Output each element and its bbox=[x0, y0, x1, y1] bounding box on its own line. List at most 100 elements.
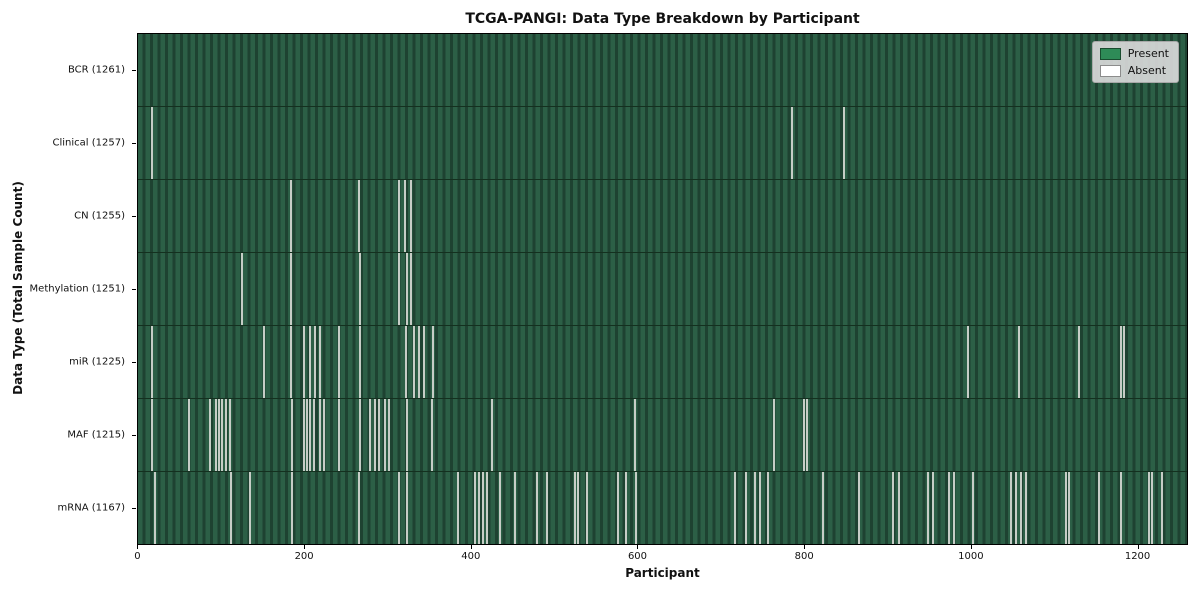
x-tick-mark bbox=[304, 545, 306, 549]
absent-stripe bbox=[405, 326, 408, 398]
x-tick-label-1200: 1200 bbox=[1124, 551, 1151, 562]
legend-item-absent: Absent bbox=[1099, 64, 1169, 77]
absent-stripe bbox=[309, 399, 312, 471]
absent-stripe bbox=[805, 399, 808, 471]
absent-stripe bbox=[369, 399, 372, 471]
x-tick-mark bbox=[970, 545, 972, 549]
absent-stripe bbox=[374, 399, 377, 471]
absent-stripe bbox=[290, 253, 293, 325]
present-swatch-icon bbox=[1099, 47, 1121, 60]
absent-stripe bbox=[214, 399, 217, 471]
absent-stripe bbox=[337, 326, 340, 398]
absent-stripe bbox=[791, 107, 794, 179]
plot-rows bbox=[138, 34, 1187, 544]
chart-title: TCGA-PANGI: Data Type Breakdown by Parti… bbox=[465, 11, 860, 27]
absent-stripe bbox=[208, 399, 211, 471]
absent-stripe bbox=[322, 399, 325, 471]
absent-stripe bbox=[858, 472, 861, 544]
absent-stripe bbox=[387, 399, 390, 471]
absent-stripe bbox=[229, 472, 232, 544]
absent-stripe bbox=[313, 326, 316, 398]
absent-stripe bbox=[926, 472, 929, 544]
x-tick-label-600: 600 bbox=[627, 551, 648, 562]
absent-stripe bbox=[821, 472, 824, 544]
absent-stripe bbox=[1019, 472, 1022, 544]
y-tick-mark bbox=[132, 69, 136, 71]
absent-stripe bbox=[412, 326, 415, 398]
absent-stripe bbox=[585, 472, 588, 544]
absent-stripe bbox=[398, 253, 401, 325]
absent-stripe bbox=[306, 399, 309, 471]
absent-stripe bbox=[291, 399, 294, 471]
heatmap-row-CN bbox=[138, 180, 1187, 253]
absent-stripe bbox=[1068, 472, 1071, 544]
absent-stripe bbox=[1024, 472, 1027, 544]
absent-stripe bbox=[802, 399, 805, 471]
absent-stripe bbox=[405, 472, 408, 544]
absent-stripe bbox=[953, 472, 956, 544]
x-tick-label-200: 200 bbox=[294, 551, 314, 562]
legend-label-present: Present bbox=[1127, 47, 1169, 60]
absent-stripe bbox=[1009, 472, 1012, 544]
absent-stripe bbox=[430, 399, 433, 471]
absent-stripe bbox=[1119, 472, 1122, 544]
absent-stripe bbox=[410, 180, 413, 252]
absent-stripe bbox=[319, 399, 322, 471]
absent-stripe bbox=[410, 253, 413, 325]
absent-stripe bbox=[1147, 472, 1150, 544]
legend-label-absent: Absent bbox=[1127, 64, 1167, 77]
absent-stripe bbox=[948, 472, 951, 544]
x-tick-mark bbox=[137, 545, 139, 549]
y-tick-mark bbox=[132, 508, 136, 510]
y-tick-label-BCR: BCR (1261) bbox=[67, 64, 125, 76]
y-tick-label-Clinical: Clinical (1257) bbox=[52, 137, 126, 149]
absent-stripe bbox=[319, 326, 322, 398]
absent-stripe bbox=[151, 399, 154, 471]
heatmap-row-Clinical bbox=[138, 107, 1187, 180]
absent-stripe bbox=[1151, 472, 1154, 544]
absent-stripe bbox=[377, 399, 380, 471]
x-tick-label-400: 400 bbox=[461, 551, 481, 562]
legend: Present Absent bbox=[1091, 41, 1179, 83]
absent-stripe bbox=[485, 472, 488, 544]
absent-stripe bbox=[405, 399, 408, 471]
heatmap-row-Methylation bbox=[138, 253, 1187, 326]
absent-stripe bbox=[384, 399, 387, 471]
y-tick-label-MAF: MAF (1215) bbox=[67, 429, 125, 441]
absent-stripe bbox=[577, 472, 580, 544]
absent-stripe bbox=[248, 472, 251, 544]
absent-stripe bbox=[397, 472, 400, 544]
absent-stripe bbox=[633, 399, 636, 471]
absent-stripe bbox=[966, 326, 969, 398]
absent-stripe bbox=[187, 399, 190, 471]
heatmap-row-miR bbox=[138, 326, 1187, 399]
y-axis-ticks: BCR (1261) Clinical (1257) CN (1255) Methyl… bbox=[0, 33, 137, 545]
absent-stripe bbox=[1064, 472, 1067, 544]
absent-stripe bbox=[766, 472, 769, 544]
absent-stripe bbox=[221, 399, 224, 471]
absent-stripe bbox=[754, 472, 757, 544]
absent-stripe bbox=[1122, 326, 1125, 398]
absent-stripe bbox=[153, 472, 156, 544]
absent-stripe bbox=[432, 326, 435, 398]
absent-stripe bbox=[545, 472, 548, 544]
absent-stripe bbox=[772, 399, 775, 471]
y-tick-mark bbox=[132, 215, 136, 217]
heatmap-row-MAF bbox=[138, 399, 1187, 472]
absent-stripe bbox=[474, 472, 477, 544]
absent-stripe bbox=[358, 180, 361, 252]
absent-stripe bbox=[290, 326, 293, 398]
absent-stripe bbox=[398, 180, 401, 252]
absent-stripe bbox=[734, 472, 737, 544]
absent-stripe bbox=[359, 253, 362, 325]
y-tick-mark bbox=[132, 142, 136, 144]
heatmap-row-mRNA bbox=[138, 472, 1187, 544]
absent-stripe bbox=[971, 472, 974, 544]
absent-stripe bbox=[302, 326, 305, 398]
absent-stripe bbox=[898, 472, 901, 544]
absent-stripe bbox=[404, 180, 407, 252]
absent-stripe bbox=[490, 399, 493, 471]
absent-stripe bbox=[290, 180, 293, 252]
x-axis-ticks: 0 200 400 600 800 1000 1200 bbox=[134, 545, 1188, 575]
